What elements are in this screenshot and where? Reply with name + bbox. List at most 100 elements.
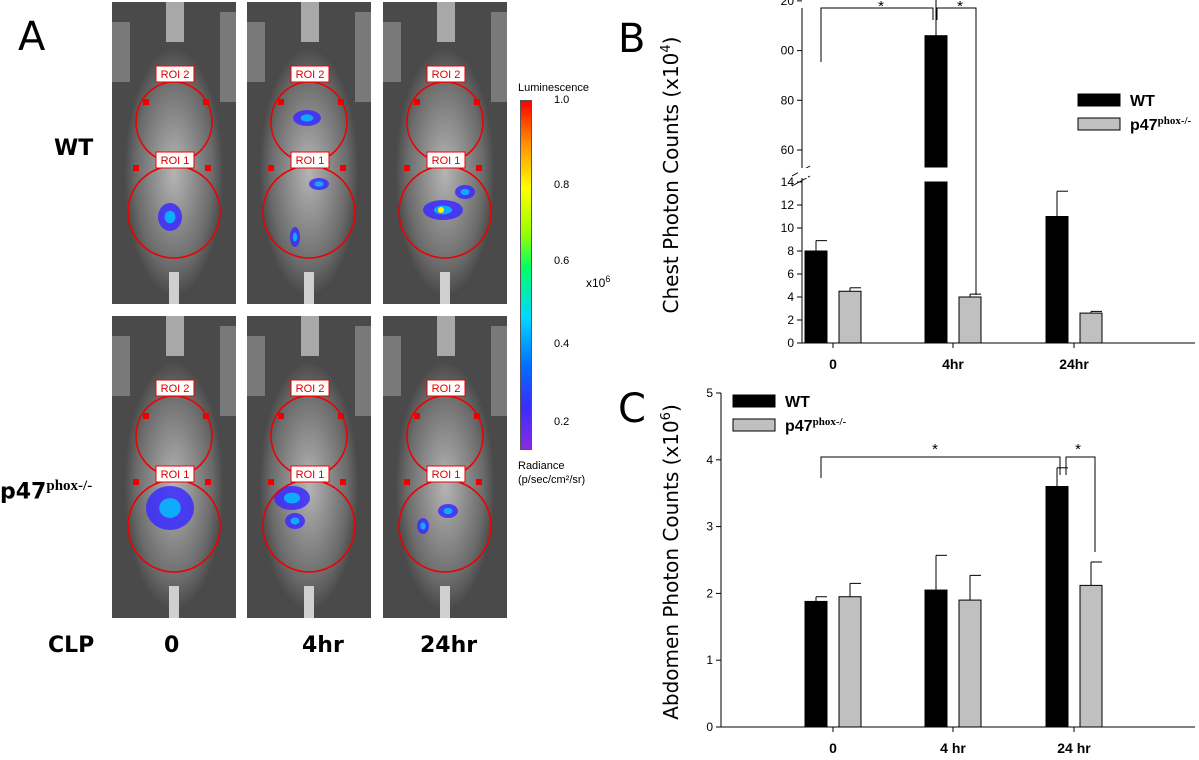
bar-wt (924, 181, 948, 344)
colorbar: Luminescence 1.0 0.8 0.6 0.4 0.2 x106 Ra… (512, 82, 622, 512)
significance-star: * (957, 0, 963, 15)
mouse-image-svg: ROI 2 ROI 1 (247, 2, 371, 304)
roi-handle (338, 99, 344, 105)
tape-right (355, 12, 371, 102)
signal-core (420, 522, 426, 530)
mouse-image-p47-1: ROI 2 ROI 1 (247, 316, 371, 618)
mouse-body (259, 361, 359, 611)
bar-wt (924, 35, 948, 168)
tape-right (491, 326, 507, 416)
row-label-p47: p47phox-/- (0, 478, 93, 505)
tape-left (383, 336, 401, 396)
tape-right (220, 326, 236, 416)
roi-label-text: ROI 2 (161, 69, 190, 81)
y-tick-label: 5 (706, 386, 713, 400)
axis-break-gap (798, 168, 808, 178)
row-label-wt: WT (54, 136, 94, 161)
legend-label-wt: WT (785, 394, 810, 411)
mouse-body (259, 47, 359, 297)
colorbar-units-1: Radiance (518, 460, 565, 472)
panel-b-letter: B (618, 16, 646, 62)
roi-label-text: ROI 2 (296, 69, 325, 81)
roi-label-text: ROI 1 (161, 469, 190, 481)
roi-label-box (155, 151, 195, 169)
mouse-tail (304, 586, 314, 618)
bar-p47 (958, 296, 982, 344)
roi-handle (205, 479, 211, 485)
roi-handle (268, 165, 274, 171)
roi-label-box (426, 65, 466, 83)
legend-swatch-p47 (732, 418, 776, 432)
roi-label-box (290, 465, 330, 483)
x-tick-label: 4 hr (940, 740, 966, 756)
bar-p47 (958, 599, 982, 728)
y-axis-title: Abdomen Photon Counts (x106) (659, 404, 683, 720)
mouse-image-p47-2: ROI 2 ROI 1 (383, 316, 507, 618)
roi-label-box (155, 379, 195, 397)
roi-handle (340, 479, 346, 485)
signal-core (292, 232, 298, 242)
mouse-image-svg: ROI 2 ROI 1 (383, 316, 507, 618)
mouse-body (395, 47, 495, 297)
roi-handle (338, 413, 344, 419)
mouse-tail (169, 272, 179, 304)
nose-cone (166, 316, 184, 356)
roi-handle (203, 413, 209, 419)
y-tick-label: 6 (787, 267, 794, 281)
x-tick-label: 4hr (942, 356, 964, 372)
roi-label-text: ROI 1 (161, 155, 190, 167)
roi-label-box (290, 151, 330, 169)
x-tick-label: 24 hr (1057, 740, 1091, 756)
bar-p47 (838, 596, 862, 728)
tape-right (355, 326, 371, 416)
mouse-image-p47-0: ROI 2 ROI 1 (112, 316, 236, 618)
mouse-image-wt-1: ROI 2 ROI 1 (247, 2, 371, 304)
tape-right (491, 12, 507, 102)
y-tick-label: 12 (781, 198, 795, 212)
mouse-image-svg: ROI 2 ROI 1 (247, 316, 371, 618)
mouse-tail (440, 272, 450, 304)
bar-wt (1045, 486, 1069, 728)
y-tick-label: 20 (781, 0, 795, 8)
roi-label-text: ROI 2 (432, 69, 461, 81)
y-tick-label: 2 (706, 586, 713, 600)
y-tick-label: 3 (706, 520, 713, 534)
y-tick-label: 4 (787, 290, 794, 304)
bar-p47 (838, 290, 862, 344)
mouse-body (395, 361, 495, 611)
y-tick-label: 4 (706, 453, 713, 467)
mouse-image-svg: ROI 2 ROI 1 (383, 2, 507, 304)
roi-label-text: ROI 1 (432, 155, 461, 167)
signal-core (314, 181, 324, 187)
signal-core (300, 114, 314, 122)
roi-label-text: ROI 2 (161, 383, 190, 395)
legend-swatch-wt (732, 394, 776, 408)
colorbar-units-2: (p/sec/cm²/sr) (518, 474, 586, 486)
y-tick-label: 0 (706, 720, 713, 734)
colorbar-title: Luminescence (518, 82, 589, 94)
tape-left (247, 22, 265, 82)
roi-label-text: ROI 1 (296, 155, 325, 167)
nose-cone (301, 316, 319, 356)
signal-core (443, 507, 453, 515)
significance-bracket (820, 7, 934, 62)
roi-label-box (290, 379, 330, 397)
roi-handle (133, 165, 139, 171)
significance-bracket (820, 456, 1061, 478)
roi-label-text: ROI 2 (296, 383, 325, 395)
y-tick-label: 60 (781, 143, 795, 157)
roi-handle (474, 413, 480, 419)
colorbar-gradient (520, 100, 532, 450)
colorbar-scale: x106 (586, 274, 611, 290)
y-tick-label: 14 (781, 175, 795, 189)
roi-handle (133, 479, 139, 485)
y-tick-label: 1 (706, 653, 713, 667)
colorbar-tick-06: 0.6 (554, 255, 570, 267)
mouse-image-svg: ROI 2 ROI 1 (112, 2, 236, 304)
chart-b: 0 2 4 6 8 10 12 14 60 80 00 20 0 4hr 24hr Chest Photon … (659, 0, 1195, 372)
bar-p47 (1079, 584, 1103, 728)
roi-label-box (426, 465, 466, 483)
significance-bracket (936, 7, 977, 295)
legend-label-wt: WT (1130, 93, 1155, 110)
col-label-24hr: 24hr (420, 633, 478, 658)
